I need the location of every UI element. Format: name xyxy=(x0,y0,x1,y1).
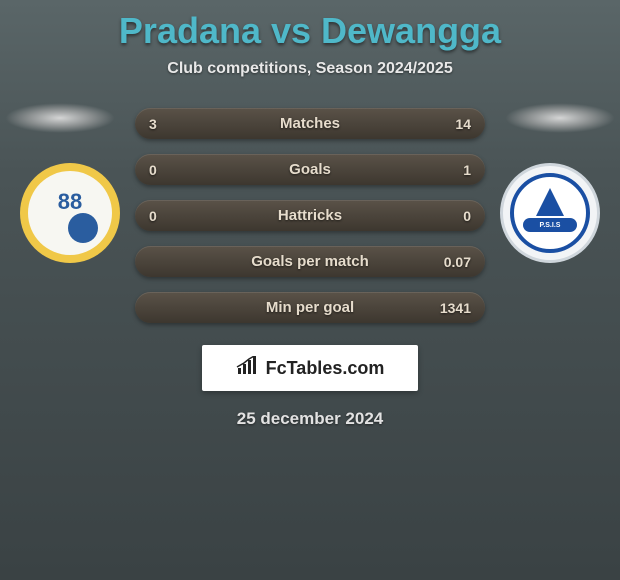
club-badge-left: 88 xyxy=(20,163,120,263)
date-text: 25 december 2024 xyxy=(0,409,620,429)
stat-row-matches: 3 Matches 14 xyxy=(135,108,485,139)
club-right-band: P.S.I.S xyxy=(523,218,577,232)
stat-left-val: 0 xyxy=(149,162,157,178)
stat-left-val: 3 xyxy=(149,116,157,132)
stat-right-val: 1341 xyxy=(440,300,471,316)
stat-label: Min per goal xyxy=(135,299,485,316)
bar-chart-icon xyxy=(236,356,260,381)
spotlight-left xyxy=(5,103,115,133)
subtitle: Club competitions, Season 2024/2025 xyxy=(0,60,620,78)
club-badge-right: P.S.I.S xyxy=(500,163,600,263)
stat-row-mpg: Min per goal 1341 xyxy=(135,292,485,323)
soccer-ball-icon xyxy=(68,213,98,243)
stat-label: Matches xyxy=(135,115,485,132)
stat-right-val: 0 xyxy=(463,208,471,224)
brand-box[interactable]: FcTables.com xyxy=(202,345,418,391)
stat-left-val: 0 xyxy=(149,208,157,224)
stat-right-val: 14 xyxy=(455,116,471,132)
stat-row-hattricks: 0 Hattricks 0 xyxy=(135,200,485,231)
stats-list: 3 Matches 14 0 Goals 1 0 Hattricks 0 Goa… xyxy=(135,103,485,323)
club-left-number: 88 xyxy=(58,189,82,215)
stat-label: Hattricks xyxy=(135,207,485,224)
stat-label: Goals per match xyxy=(135,253,485,270)
page-title: Pradana vs Dewangga xyxy=(0,0,620,52)
stat-label: Goals xyxy=(135,161,485,178)
stat-right-val: 0.07 xyxy=(444,254,471,270)
monument-icon xyxy=(536,188,564,216)
spotlight-right xyxy=(505,103,615,133)
stat-right-val: 1 xyxy=(463,162,471,178)
brand-text: FcTables.com xyxy=(266,358,385,379)
stat-row-goals: 0 Goals 1 xyxy=(135,154,485,185)
stat-row-gpm: Goals per match 0.07 xyxy=(135,246,485,277)
content-area: 88 P.S.I.S 3 Matches 14 0 Goals 1 0 Hatt… xyxy=(0,103,620,429)
